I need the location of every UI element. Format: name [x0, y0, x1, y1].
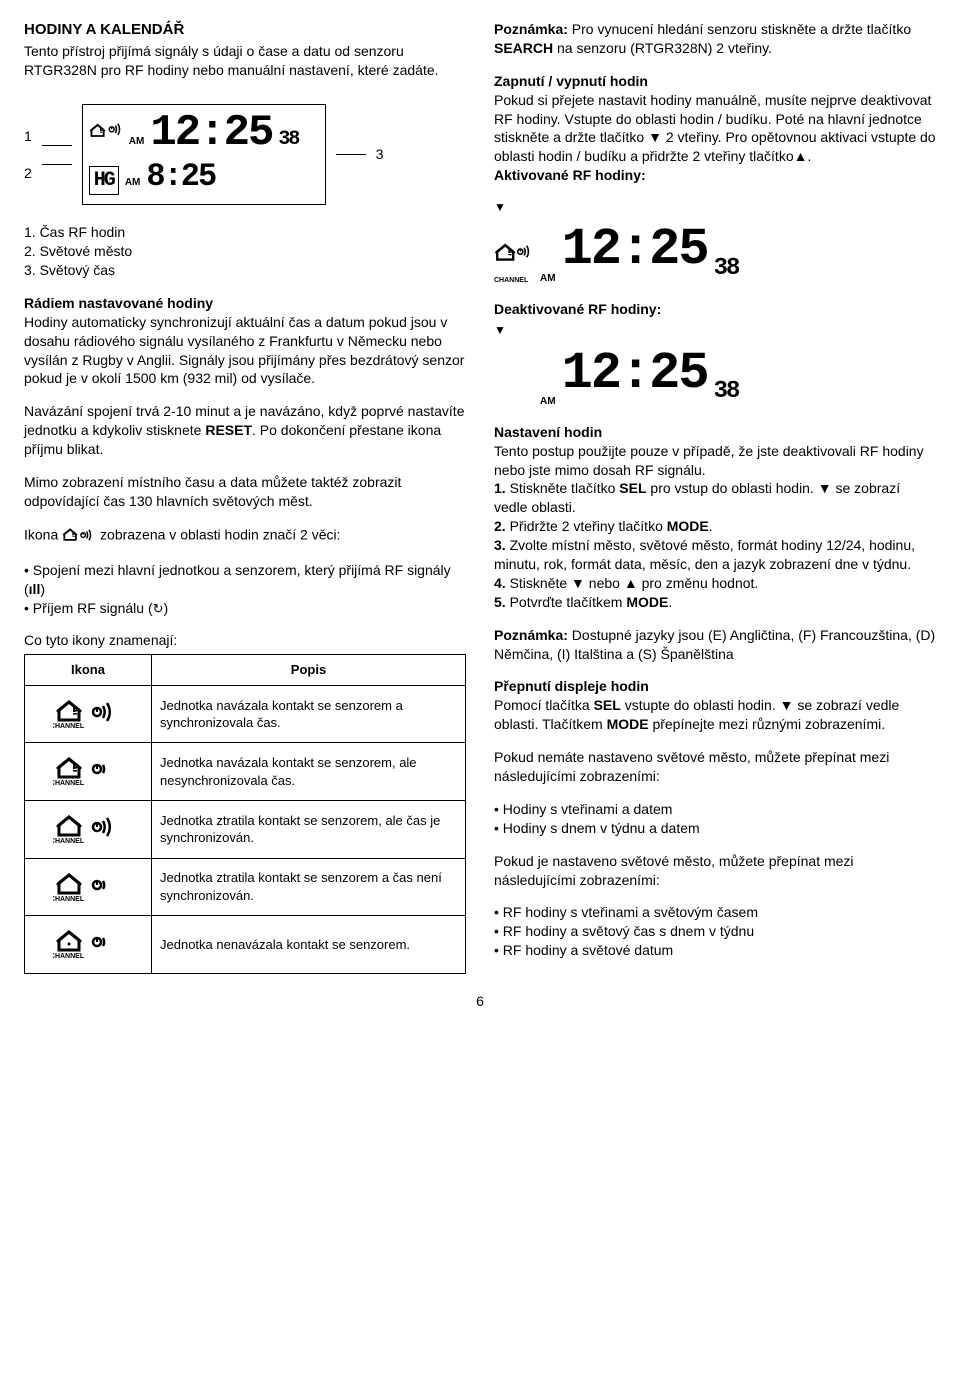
house-signal-icon — [89, 116, 123, 144]
icon-bullets: Spojení mezi hlavní jednotkou a senzorem… — [24, 561, 466, 618]
onoff-para: Pokud si přejete nastavit hodiny manuáln… — [494, 92, 936, 165]
callout-2: 2 — [24, 164, 32, 183]
icon-row5: CHANNEL — [53, 922, 123, 962]
svg-text:CHANNEL: CHANNEL — [53, 896, 85, 903]
seconds: 38 — [278, 130, 298, 150]
active-heading: Aktivované RF hodiny: — [494, 167, 646, 183]
house-signal-icon — [494, 237, 534, 271]
onoff-heading: Zapnutí / vypnutí hodin — [494, 73, 648, 89]
lcd-active: ▼ CHANNEL AM 12:25 38 — [494, 199, 936, 285]
page-number: 6 — [24, 992, 936, 1011]
section-title: HODINY A KALENDÁŘ — [24, 20, 466, 40]
note-search: Poznámka: Pro vynucení hledání senzoru s… — [494, 20, 936, 58]
house-signal-icon — [62, 525, 96, 547]
svg-text:CHANNEL: CHANNEL — [53, 723, 85, 730]
no-world-city-list: Hodiny s vteřinami a datem Hodiny s dnem… — [494, 800, 936, 838]
desc-row1: Jednotka navázala kontakt se senzorem a … — [152, 685, 466, 743]
svg-text:CHANNEL: CHANNEL — [53, 953, 85, 960]
no-world-city-para: Pokud nemáte nastaveno světové město, mů… — [494, 748, 936, 786]
legend-3: 3. Světový čas — [24, 262, 115, 278]
bars-icon: ıll — [29, 581, 41, 597]
am-label: AM — [129, 135, 145, 149]
legend-2: 2. Světové město — [24, 243, 132, 259]
callout-3: 3 — [376, 145, 384, 164]
desc-row2: Jednotka navázala kontakt se senzorem, a… — [152, 743, 466, 801]
desc-row3: Jednotka ztratila kontakt se senzorem, a… — [152, 801, 466, 859]
desc-row4: Jednotka ztratila kontakt se senzorem a … — [152, 858, 466, 916]
icon-explain: Ikona zobrazena v oblasti hodin značí 2 … — [24, 525, 466, 547]
icon-row2: CHANNEL — [53, 749, 123, 789]
icon-row4: CHANNEL — [53, 865, 123, 905]
am-label-2: AM — [125, 176, 141, 190]
city-code: HG — [89, 166, 119, 195]
set-heading: Nastavení hodin — [494, 424, 602, 440]
switch-para: Pomocí tlačítka SEL vstupte do oblasti h… — [494, 697, 899, 732]
legend-1: 1. Čas RF hodin — [24, 224, 125, 240]
radio-para: Hodiny automaticky synchronizují aktuáln… — [24, 314, 464, 387]
world-city-list: RF hodiny s vteřinami a světovým časem R… — [494, 903, 936, 960]
deactive-heading: Deaktivované RF hodiny: — [494, 301, 661, 317]
switch-heading: Přepnutí displeje hodin — [494, 678, 649, 694]
desc-row5: Jednotka nenavázala kontakt se senzorem. — [152, 916, 466, 974]
set-intro: Tento postup použijte pouze v případě, ž… — [494, 443, 924, 478]
clock-arrow-icon — [153, 600, 164, 616]
world-city-para: Pokud je nastaveno světové město, můžete… — [494, 852, 936, 890]
callout-1: 1 — [24, 127, 32, 146]
lcd-deactive: ▼ AM 12:25 38 — [494, 322, 936, 408]
icon-row3: CHANNEL — [53, 807, 123, 847]
lang-note: Poznámka: Dostupné jazyky jsou (E) Angli… — [494, 626, 936, 664]
th-desc: Popis — [152, 655, 466, 686]
time-main: 12:25 — [150, 111, 272, 155]
intro-text: Tento přístroj přijímá signály s údaji o… — [24, 42, 466, 80]
lcd-figure: 1 2 AM 12:25 38 HG AM 8:25 — [24, 94, 466, 215]
world-time: 8:25 — [146, 155, 215, 198]
icon-table: Ikona Popis CHANNEL Jednotka navázala ko… — [24, 654, 466, 973]
svg-text:CHANNEL: CHANNEL — [53, 838, 85, 845]
icon-row1: CHANNEL — [53, 692, 123, 732]
connect-para: Navázání spojení trvá 2-10 minut a je na… — [24, 402, 466, 459]
th-icon: Ikona — [25, 655, 152, 686]
besides-para: Mimo zobrazení místního času a data může… — [24, 473, 466, 511]
radio-heading: Rádiem nastavované hodiny — [24, 295, 213, 311]
table-intro: Co tyto ikony znamenají: — [24, 631, 466, 650]
svg-text:CHANNEL: CHANNEL — [53, 780, 85, 787]
